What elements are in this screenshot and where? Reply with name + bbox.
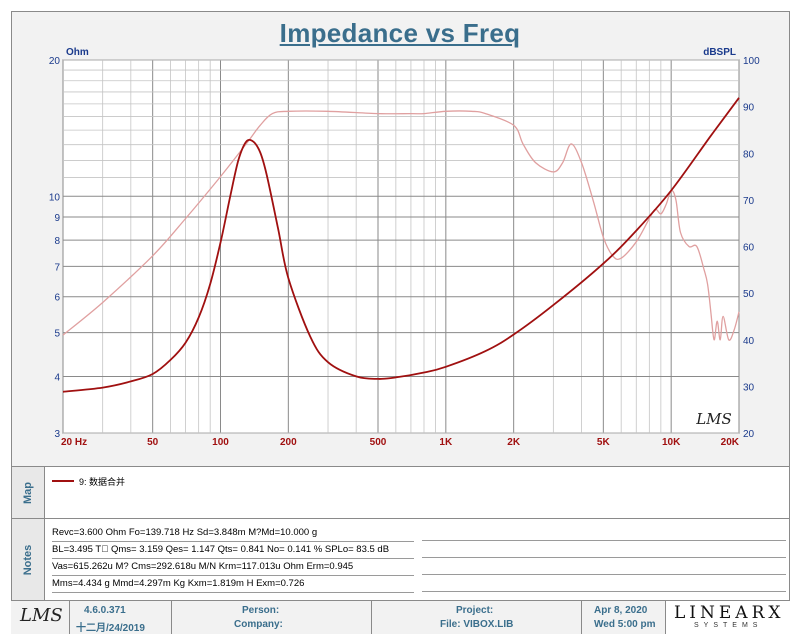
note-line-3: Vas=615.262u M? Cms=292.618u M/N Krm=117…	[52, 561, 414, 576]
y-right-tick-label: 100	[743, 56, 760, 67]
y-right-tick-label: 90	[743, 103, 755, 114]
brand-subtitle: SYSTEMS	[694, 622, 763, 629]
chart: 20 Hz 50 100 200 500 1K 2K 5K 10K 20K 3 4 5 6 7 8 9 10 20…	[49, 47, 760, 448]
y-right-tick-label: 30	[743, 382, 755, 393]
y-left-tick-label: 7	[54, 262, 60, 273]
note-rule-right-4	[422, 591, 786, 592]
notes-tab[interactable]: Notes	[12, 518, 45, 600]
note-rule-right-1	[422, 540, 786, 541]
note-line-2: BL=3.495 T  Qms= 3.159 Qes= 1.147 Qts= 0…	[52, 544, 414, 559]
legend-swatch	[52, 480, 74, 482]
x-tick-label: 100	[212, 437, 229, 448]
series-spl-line	[62, 110, 740, 341]
x-tick-label: 50	[147, 437, 159, 448]
y-left-tick-label: 20	[49, 56, 61, 67]
version-text: 4.6.0.371	[84, 605, 126, 616]
watermark-logo: LMS	[695, 410, 732, 428]
note-rule-right-2	[422, 557, 786, 558]
footer-brand-cell: LINEARX SYSTEMS	[665, 601, 791, 634]
build-date-text: 十二月/24/2019	[76, 623, 145, 634]
y-right-tick-label: 80	[743, 149, 755, 160]
footer-person-cell: Person: Company:	[171, 601, 372, 634]
note-rule-right-3	[422, 574, 786, 575]
note-line-1: Revc=3.600 Ohm Fo=139.718 Hz Sd=3.848m M…	[52, 527, 414, 542]
y-right-tick-labels: 20 30 40 50 60 70 80 90 100	[743, 56, 760, 440]
footer-date-cell: Apr 8, 2020 Wed 5:00 pm	[581, 601, 666, 634]
x-tick-label: 10K	[662, 437, 681, 448]
grid-lines	[62, 59, 740, 434]
legend-entry: 9: 数据合并	[79, 477, 126, 487]
person-label: Person:	[242, 605, 280, 616]
y-left-tick-label: 6	[54, 293, 60, 304]
footer-bar: LMS 4.6.0.371 十二月/24/2019 Person: Compan…	[11, 600, 791, 634]
footer-logo-cell: LMS	[11, 601, 69, 634]
notes-label: Notes	[22, 544, 34, 575]
brand-logo: LINEARX	[674, 603, 785, 623]
map-tab[interactable]: Map	[12, 466, 45, 518]
x-tick-label: 20K	[721, 437, 740, 448]
x-tick-label: 500	[370, 437, 387, 448]
map-panel: 9: 数据合并	[45, 466, 789, 518]
y-left-tick-label: 5	[54, 329, 60, 340]
x-tick-label: 2K	[507, 437, 521, 448]
company-label: Company:	[234, 619, 283, 630]
footer-version-cell: 4.6.0.371 十二月/24/2019	[69, 601, 172, 634]
y-right-tick-label: 40	[743, 336, 755, 347]
y-right-unit: dBSPL	[703, 47, 736, 58]
y-left-unit: Ohm	[66, 47, 89, 58]
x-tick-label: 20 Hz	[61, 437, 87, 448]
map-label: Map	[22, 481, 34, 504]
footer-project-cell: Project: File: VIBOX.LIB	[371, 601, 582, 634]
y-right-tick-label: 70	[743, 196, 755, 207]
date-text: Apr 8, 2020	[594, 605, 648, 616]
chart-title: Impedance vs Freq	[279, 18, 521, 48]
series-impedance-line	[62, 97, 740, 393]
y-right-tick-label: 20	[743, 429, 755, 440]
time-text: Wed 5:00 pm	[594, 619, 656, 630]
x-tick-label: 1K	[439, 437, 453, 448]
note-line-4: Mms=4.434 g Mmd=4.297m Kg Kxm=1.819m H E…	[52, 578, 414, 593]
y-left-tick-label: 4	[54, 372, 60, 383]
y-right-tick-label: 60	[743, 243, 755, 254]
y-left-tick-label: 3	[54, 429, 60, 440]
file-label: File: VIBOX.LIB	[440, 619, 514, 630]
y-left-tick-label: 9	[54, 213, 60, 224]
x-tick-label: 200	[280, 437, 297, 448]
project-label: Project:	[456, 605, 494, 616]
y-left-tick-label: 10	[49, 192, 61, 203]
y-right-tick-label: 50	[743, 289, 755, 300]
notes-panel	[45, 518, 789, 600]
footer-logo: LMS	[20, 605, 63, 626]
x-tick-labels: 20 Hz 50 100 200 500 1K 2K 5K 10K 20K	[61, 437, 740, 448]
y-left-tick-labels: 3 4 5 6 7 8 9 10 20	[49, 56, 61, 440]
x-tick-label: 5K	[597, 437, 611, 448]
y-left-tick-label: 8	[54, 236, 60, 247]
